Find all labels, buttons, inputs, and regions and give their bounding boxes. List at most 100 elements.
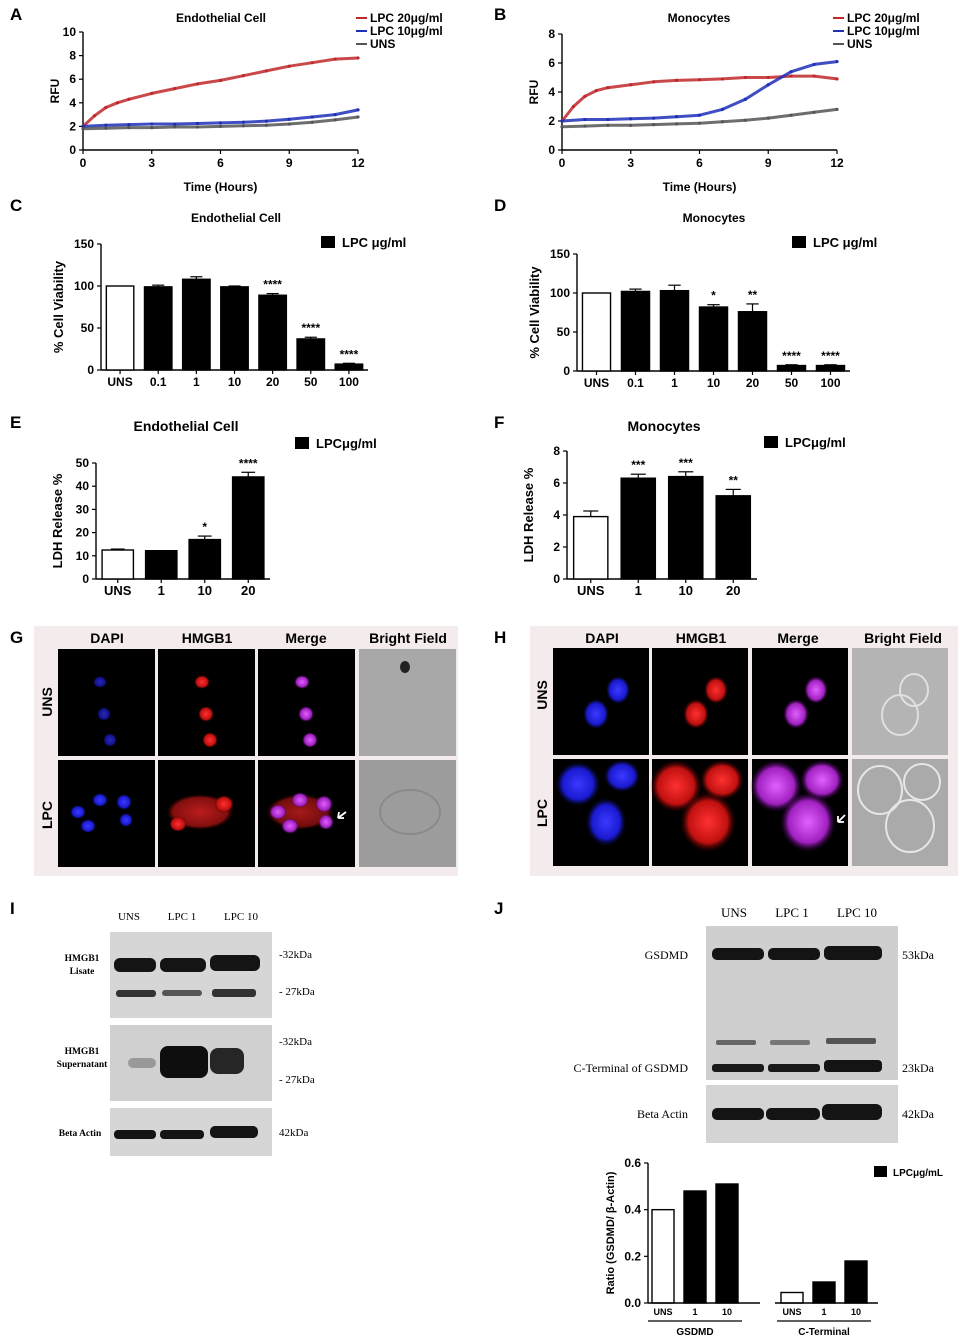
series-point [356, 115, 360, 119]
series-point [674, 122, 679, 126]
series-point [264, 69, 268, 73]
x-tick-label: 1 [821, 1307, 826, 1317]
blot-j-row-gsdmd: GSDMD [645, 948, 689, 962]
bar [101, 549, 135, 580]
micro-g-col-merge: Merge [285, 630, 326, 646]
blot-band [114, 958, 156, 972]
y-axis-label: RFU [48, 79, 62, 104]
series-point [766, 83, 770, 87]
x-tick-label: 10 [851, 1307, 861, 1317]
blot-i-marker: 42kDa [279, 1127, 308, 1139]
y-axis-label: RFU [527, 80, 541, 105]
blot-band [826, 1038, 876, 1044]
x-tick-label: 9 [765, 156, 772, 170]
y-tick-label: 2 [548, 114, 555, 128]
y-tick-label: 4 [553, 508, 560, 522]
x-tick-label: UNS [104, 583, 132, 598]
micro-nucleus [70, 805, 86, 819]
bar [812, 1281, 836, 1304]
significance-label: *** [679, 456, 693, 470]
micro-g-col-brightfield: Bright Field [369, 630, 447, 646]
series-point [652, 116, 656, 120]
y-tick-label: 50 [557, 325, 571, 339]
x-tick-label: 12 [351, 156, 365, 170]
microscopy-panel-h: DAPI HMGB1 Merge Bright Field UNS LPC [530, 626, 958, 876]
blot-i-row-lysate-line2: Lisate [70, 967, 95, 977]
x-axis-label: Time (Hours) [663, 180, 737, 194]
significance-label: **** [239, 456, 258, 470]
panel-label-e: E [10, 413, 21, 432]
bar [683, 1190, 707, 1304]
y-tick-label: 10 [63, 25, 77, 39]
significance-label: **** [782, 349, 801, 363]
micro-h-lpc-brightfield [852, 759, 948, 866]
micro-h-row-uns: UNS [534, 680, 550, 710]
micro-nucleus [198, 706, 214, 722]
micro-h-col-dapi: DAPI [585, 630, 618, 646]
blot-i-row-sup-line2: Supernatant [57, 1060, 109, 1070]
series-point [789, 113, 793, 117]
series-point [674, 78, 679, 82]
blot-band [716, 1040, 756, 1045]
micro-h-col-merge: Merge [777, 630, 818, 646]
series-point [606, 86, 610, 90]
series-point [583, 94, 587, 98]
series-point [333, 57, 337, 61]
micro-nucleus [103, 733, 117, 747]
series-point [173, 87, 177, 91]
x-tick-label: UNS [782, 1307, 801, 1317]
series-point [697, 121, 702, 125]
x-tick-label: 1 [193, 375, 200, 389]
y-tick-label: 0.6 [624, 1156, 641, 1170]
chart-title: Endothelial Cell [191, 211, 281, 225]
series-point [310, 120, 314, 124]
micro-nucleus [294, 675, 310, 689]
blot-band [824, 1060, 882, 1072]
x-tick-label: 10 [707, 376, 721, 390]
series-point [150, 125, 154, 130]
legend-label: LPC 20μg/ml [847, 11, 920, 25]
bar [105, 285, 135, 371]
panel-label-g: G [10, 628, 23, 647]
y-tick-label: 40 [76, 479, 90, 493]
y-tick-label: 4 [69, 96, 76, 110]
x-tick-label: UNS [584, 376, 609, 390]
micro-debris [400, 661, 410, 673]
blot-band [162, 990, 202, 996]
significance-label: **** [263, 278, 282, 292]
x-tick-label: 12 [830, 156, 844, 170]
legend-swatch [764, 436, 778, 448]
micro-nucleus [93, 676, 107, 688]
series-point [720, 77, 725, 81]
series-point [356, 108, 360, 112]
y-tick-label: 6 [548, 56, 555, 70]
x-tick-label: UNS [107, 375, 132, 389]
blot-j-lane-lpc1: LPC 1 [775, 905, 809, 920]
blot-band [712, 948, 764, 960]
x-tick-label: UNS [577, 583, 605, 598]
arrow-icon [837, 814, 846, 823]
x-tick-label: 10 [198, 583, 212, 598]
y-axis-label: LDH Release % [521, 467, 536, 562]
y-tick-label: 150 [550, 247, 570, 261]
blot-band [712, 1064, 764, 1072]
series-point [195, 82, 200, 86]
y-axis-label: Ratio (GSDMD/ β-Actin) [605, 1171, 617, 1294]
series-point [583, 117, 587, 122]
y-tick-label: 0 [548, 143, 555, 157]
series-point [310, 61, 314, 65]
significance-label: *** [631, 458, 645, 472]
micro-cell-outline [379, 789, 441, 835]
series-point [674, 115, 679, 119]
micro-nucleus [586, 798, 626, 846]
legend-swatch [321, 236, 335, 248]
legend-swatch [295, 437, 309, 449]
legend-label: LPC μg/ml [813, 235, 877, 250]
series-point [264, 119, 268, 123]
bar [181, 278, 211, 371]
series-point [743, 97, 747, 101]
bar [620, 477, 657, 580]
micro-nucleus [683, 699, 709, 729]
series-point [835, 77, 839, 81]
micro-cell-outline [885, 799, 935, 853]
